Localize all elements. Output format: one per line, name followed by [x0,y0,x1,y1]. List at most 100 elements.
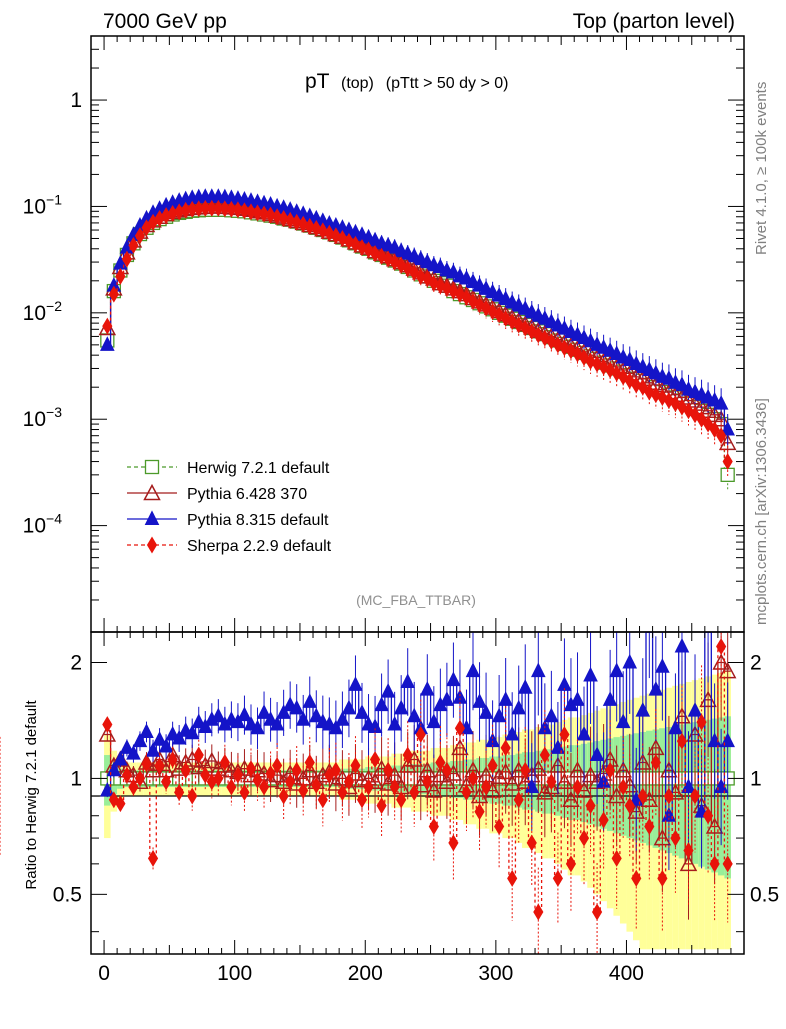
ratio-ticks [91,632,744,954]
data-point [200,766,211,784]
legend-label: Pythia 8.315 default [187,512,329,529]
data-point [718,433,737,451]
data-point [232,766,244,784]
data-point [511,699,527,715]
data-point [144,459,160,475]
data-point [520,761,531,779]
series-line [104,661,731,865]
data-point [465,662,481,678]
data-point [189,758,208,775]
data-point [461,783,472,801]
data-point [226,200,237,218]
data-point [713,395,729,410]
legend: Herwig 7.2.1 default Pythia 6.428 370 Pyth… [127,459,332,555]
data-point [419,681,435,696]
data-point [478,704,494,719]
legend-item: Sherpa 2.2.9 default [127,536,332,555]
data-point [219,200,230,218]
data-point [454,719,466,737]
data-point [676,732,688,750]
data-point [350,757,361,775]
data-point [341,699,357,715]
data-point [583,666,598,682]
data-point [683,841,694,859]
data-point [298,215,309,233]
data-point [552,869,563,887]
data-point [343,773,355,791]
data-point [438,772,456,790]
data-point [474,803,485,821]
data-point [402,746,413,764]
data-point [261,771,280,788]
y-tick-label-right: 0.5 [750,883,779,906]
data-point [389,778,400,796]
main-y-tick-labels: 110−110−210−310−4 [23,89,82,538]
y-tick-label: 2 [70,651,82,674]
data-point [304,754,315,771]
ratio-panel: 2 2 1 1 0.5 0.5 0 100 200 300 400 Ratio to Herwig… [0,631,779,985]
data-point [439,691,455,706]
data-point [425,781,443,798]
data-point [576,725,592,741]
data-point [180,761,191,779]
data-point [330,761,341,779]
data-point [278,787,289,805]
data-point [285,211,296,229]
data-point [409,783,420,801]
x-tick-label: 0 [98,962,110,985]
data-point [611,849,622,867]
data-point [578,829,590,847]
series-pythia-8-315-default [100,188,735,446]
data-point [533,903,544,921]
data-point [650,754,661,771]
data-point [376,797,387,815]
rivet-label: Rivet 4.1.0, ≥ 100k events [753,82,770,255]
data-point [337,783,348,801]
data-point [585,797,596,815]
data-point [494,818,505,836]
data-point [146,536,158,554]
data-point [607,786,626,804]
energy-label: 7000 GeV pp [103,10,227,33]
data-point [428,818,439,836]
y-tick-exponent: −3 [46,404,62,420]
data-point [263,711,278,726]
data-point [108,285,119,303]
main-ticks [91,35,744,633]
data-point [245,760,257,778]
data-point [648,681,664,696]
data-point [145,742,161,757]
data-point [354,704,370,719]
data-point [272,757,283,775]
data-point [530,662,546,678]
data-point [393,699,409,715]
data-point [285,773,296,791]
data-point [500,739,511,757]
data-point [624,797,635,815]
data-point [167,750,178,768]
data-point [191,713,207,729]
data-point [278,210,289,227]
data-point [213,769,224,787]
x-tick-label: 400 [609,962,644,985]
data-point [668,719,683,735]
data-point [239,783,250,801]
data-point [369,750,381,768]
data-point [618,778,629,796]
data-point [211,707,226,723]
data-point [689,787,701,805]
data-point [703,415,714,433]
data-point [467,769,479,787]
data-point [144,510,160,525]
data-point [258,205,270,223]
data-point [152,731,167,746]
data-point [446,671,461,687]
y-tick-label: 1 [70,89,82,112]
data-point [147,849,159,867]
data-point [546,773,557,791]
ratio-y-axis-label: Ratio to Herwig 7.2.1 default [23,700,40,890]
data-point [289,699,305,715]
data-point [265,765,276,782]
data-point [422,773,433,791]
